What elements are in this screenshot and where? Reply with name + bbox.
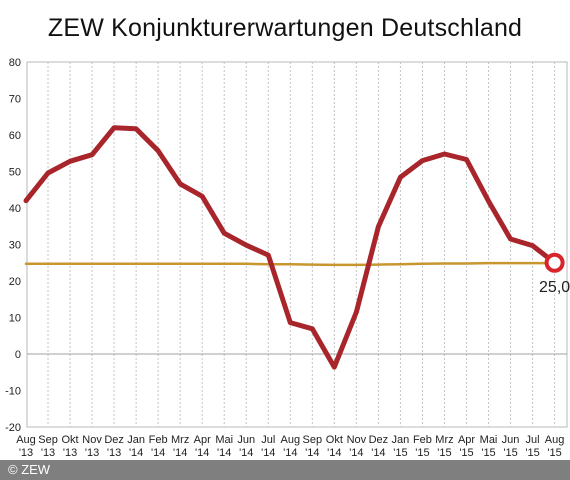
chart-title: ZEW Konjunkturerwartungen Deutschland <box>47 14 523 42</box>
x-tick-label-year: '14 <box>217 447 231 459</box>
line-chart: -20-1001020304050607080Aug'13Sep'13Okt'1… <box>5 57 570 459</box>
x-tick-label-year: '13 <box>63 447 77 459</box>
x-tick-label-year: '15 <box>481 447 495 459</box>
x-tick-label-month: Mrz <box>435 434 453 446</box>
x-tick-label-year: '15 <box>415 447 429 459</box>
x-tick-label-month: Dez <box>369 434 389 446</box>
x-tick-label-year: '15 <box>525 447 539 459</box>
x-tick-label-year: '14 <box>349 447 363 459</box>
x-tick-label-year: '13 <box>41 447 55 459</box>
x-tick-label-month: Okt <box>61 434 78 446</box>
y-tick-label: 40 <box>9 203 21 215</box>
x-tick-label-year: '14 <box>261 447 275 459</box>
x-tick-label-month: Aug <box>281 434 301 446</box>
x-tick-label-month: Aug <box>545 434 565 446</box>
plot-frame <box>26 61 568 428</box>
x-tick-label-year: '14 <box>283 447 297 459</box>
x-tick-label-year: '14 <box>129 447 143 459</box>
y-tick-label: 50 <box>9 167 21 179</box>
x-tick-label-month: Nov <box>82 434 102 446</box>
x-tick-label-month: Jun <box>502 434 520 446</box>
x-tick-label-year: '15 <box>459 447 473 459</box>
x-tick-label-year: '13 <box>85 447 99 459</box>
last-value-marker <box>544 252 565 273</box>
x-tick-label-month: Nov <box>347 434 367 446</box>
x-tick-label-month: Feb <box>413 434 432 446</box>
y-tick-label: 20 <box>9 276 21 288</box>
y-tick-label: -10 <box>5 386 21 398</box>
x-tick-label-year: '14 <box>305 447 319 459</box>
x-tick-label-year: '14 <box>327 447 341 459</box>
y-tick-label: 70 <box>9 94 21 106</box>
x-tick-label-month: Jun <box>237 434 255 446</box>
x-tick-label-month: Feb <box>149 434 168 446</box>
x-tick-label-month: Okt <box>326 434 343 446</box>
zew-expectations-line <box>23 125 558 370</box>
x-tick-label-month: Jan <box>392 434 410 446</box>
x-tick-label-month: Jul <box>526 434 540 446</box>
x-tick-label-month: Jul <box>261 434 275 446</box>
y-tick-label: -20 <box>5 422 21 434</box>
x-tick-label-month: Apr <box>458 434 475 446</box>
x-tick-label-year: '15 <box>437 447 451 459</box>
y-tick-label: 80 <box>9 57 21 69</box>
y-tick-label: 0 <box>15 349 21 361</box>
x-tick-label-year: '14 <box>173 447 187 459</box>
x-tick-label-month: Sep <box>38 434 58 446</box>
y-tick-label: 30 <box>9 240 21 252</box>
x-tick-label-month: Jan <box>127 434 145 446</box>
x-tick-label-year: '13 <box>19 447 33 459</box>
copyright-text: © ZEW <box>8 462 51 477</box>
x-tick-label-month: Apr <box>194 434 211 446</box>
x-tick-label-year: '15 <box>547 447 561 459</box>
x-tick-label-year: '15 <box>393 447 407 459</box>
x-tick-label-month: Mai <box>215 434 233 446</box>
x-tick-label-month: Mrz <box>171 434 189 446</box>
last-value-label: 25,0 <box>539 279 570 296</box>
x-tick-label-year: '13 <box>107 447 121 459</box>
copyright-bar: © ZEW <box>0 460 570 480</box>
x-tick-label-year: '14 <box>151 447 165 459</box>
x-tick-label-month: Aug <box>16 434 36 446</box>
x-tick-label-month: Mai <box>480 434 498 446</box>
x-tick-label-year: '14 <box>195 447 209 459</box>
y-tick-label: 10 <box>9 313 21 325</box>
long-term-average-line <box>24 261 556 267</box>
y-tick-label: 60 <box>9 130 21 142</box>
x-tick-label-year: '14 <box>371 447 385 459</box>
x-tick-label-year: '15 <box>503 447 517 459</box>
x-tick-label-year: '14 <box>239 447 253 459</box>
x-tick-label-month: Dez <box>104 434 124 446</box>
x-tick-label-month: Sep <box>303 434 323 446</box>
